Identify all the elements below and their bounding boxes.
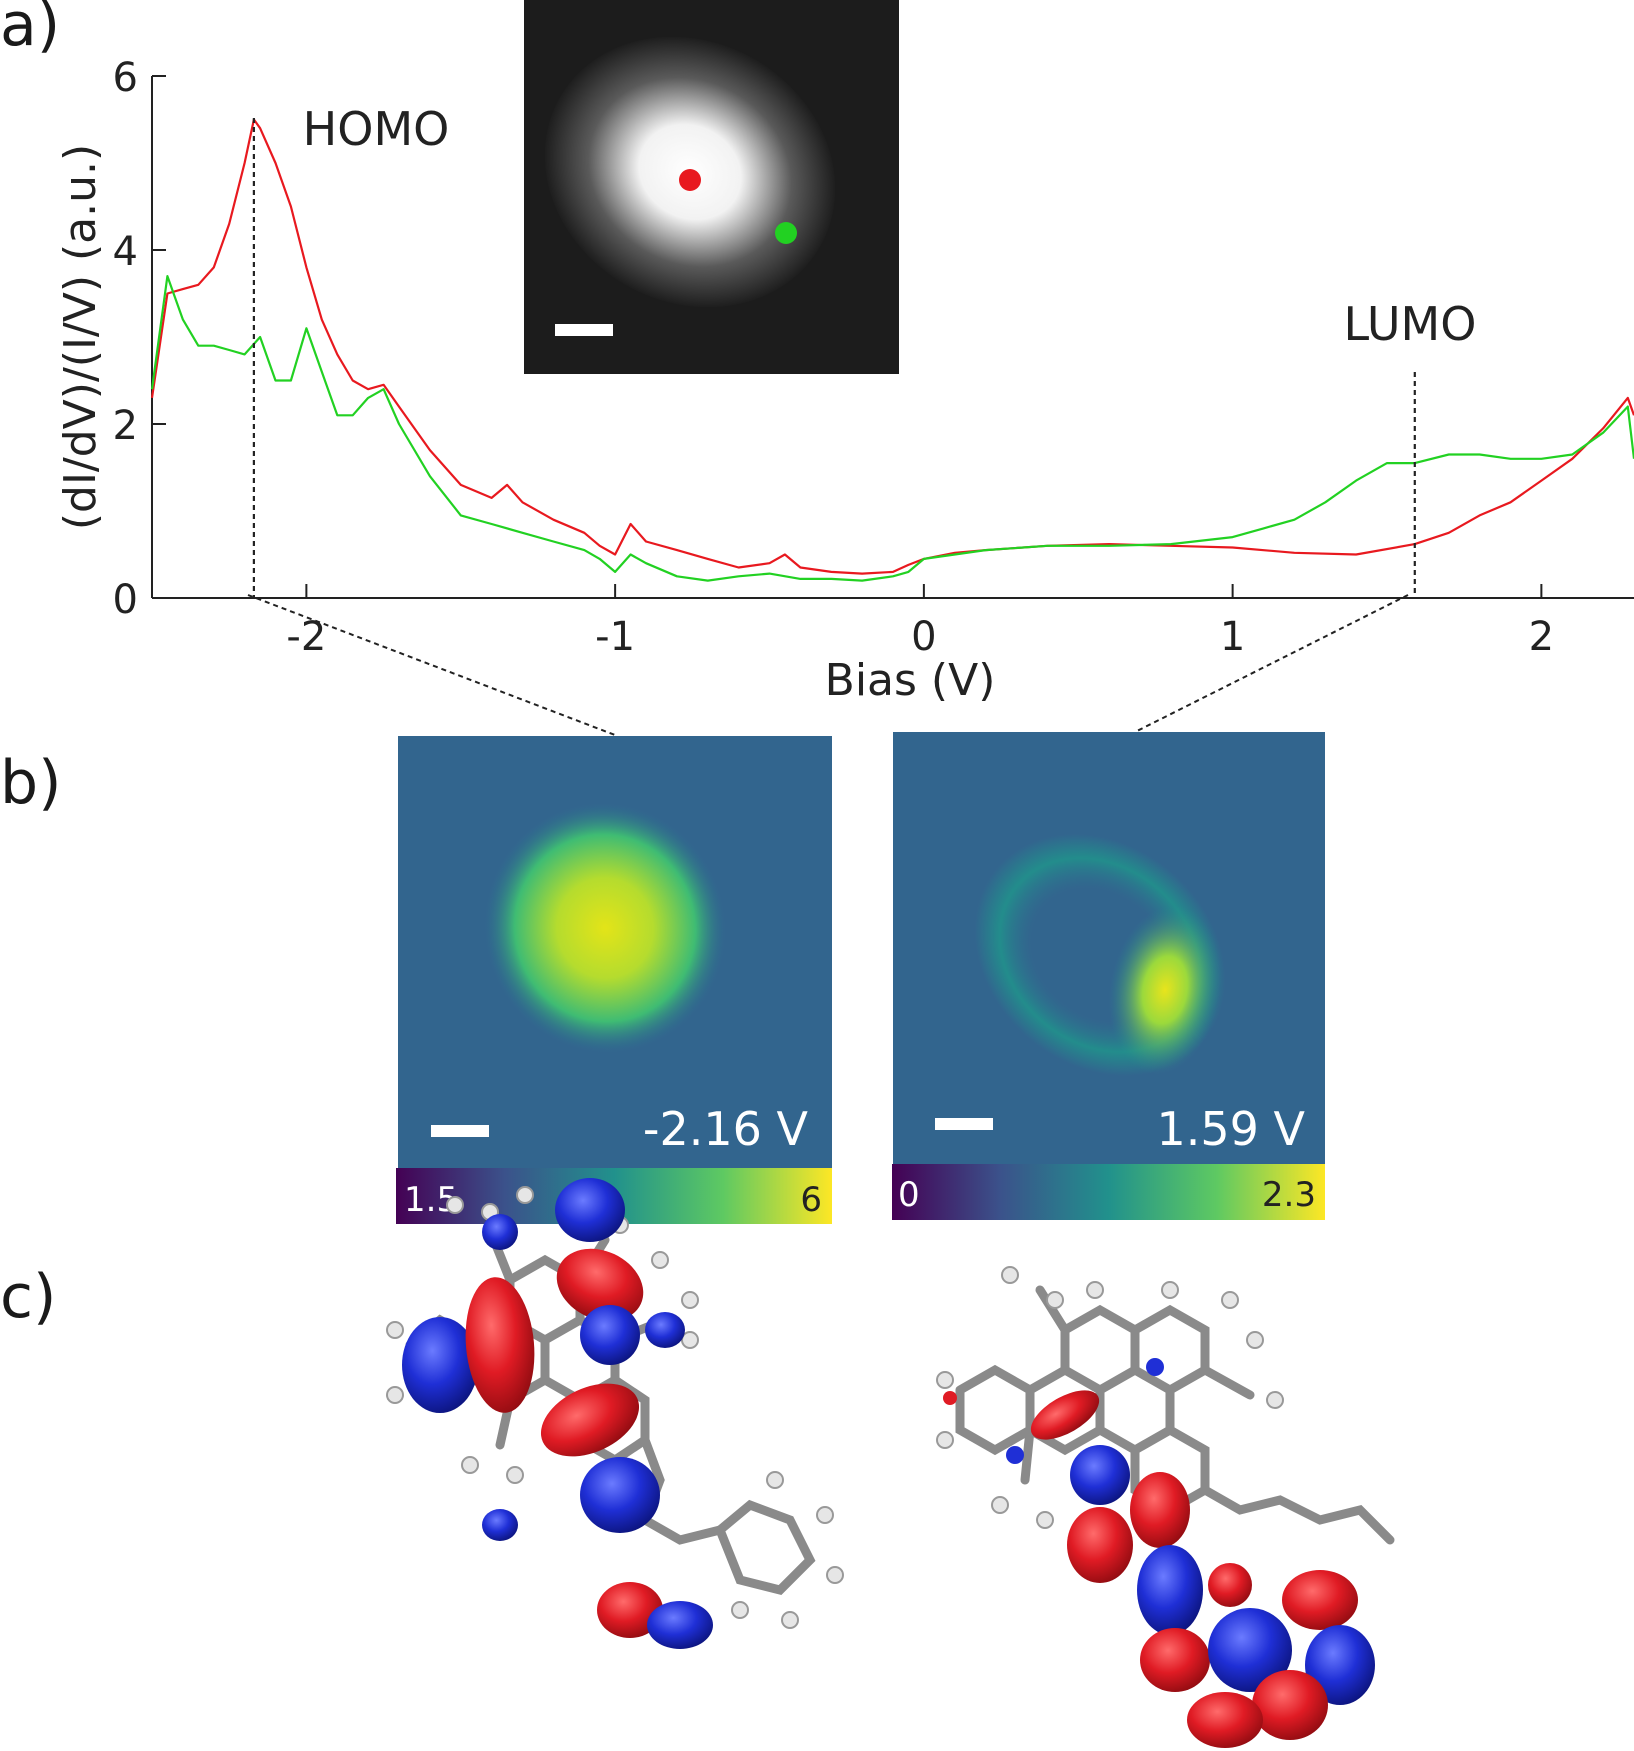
x-axis-label: Bias (V) xyxy=(825,655,996,706)
series-line-0 xyxy=(150,118,1634,575)
lumo-connector xyxy=(1134,594,1409,733)
annotation-label-lumo: LUMO xyxy=(1344,297,1477,351)
y-tick-label: 4 xyxy=(113,229,138,275)
lumo-orbital-render xyxy=(936,1266,1395,1748)
lumo-scale-bar xyxy=(935,1118,993,1130)
y-tick-label: 6 xyxy=(113,55,138,101)
homo-cbar-max: 6 xyxy=(800,1180,822,1220)
y-axis-label: (dI/dV)/(I/V) (a.u.) xyxy=(55,144,106,530)
homo-bias-label: -2.16 V xyxy=(643,1102,809,1156)
x-tick-label: -1 xyxy=(595,614,635,660)
x-tick-label: 1 xyxy=(1220,614,1245,660)
panel-label-a: a) xyxy=(0,0,61,60)
panel-label-b: b) xyxy=(0,748,62,818)
stm-inset xyxy=(524,0,899,374)
y-tick-label: 0 xyxy=(113,577,138,623)
annotation-label-homo: HOMO xyxy=(303,102,450,156)
y-tick-label: 2 xyxy=(113,403,138,449)
x-tick-label: 0 xyxy=(911,614,936,660)
inset-marker-red xyxy=(679,169,701,191)
x-tick-label: -2 xyxy=(286,614,326,660)
inset-marker-green xyxy=(775,222,797,244)
lumo-cbar-max: 2.3 xyxy=(1262,1175,1316,1215)
homo-orbital-render xyxy=(386,1178,844,1649)
x-ticks: -2 -1 0 1 2 xyxy=(286,584,1554,660)
spectra-chart: 0 2 4 6 -2 -1 0 1 2 HOMO LUMO Bias (V) (dI/dV)/(… xyxy=(55,55,1634,706)
inset-scale-bar xyxy=(555,324,613,336)
lumo-bias-label: 1.59 V xyxy=(1156,1102,1305,1156)
homo-connector xyxy=(247,594,616,736)
annotation-layer: HOMO LUMO xyxy=(252,102,1477,598)
x-tick-label: 2 xyxy=(1529,614,1554,660)
lumo-colorbar xyxy=(892,1164,1325,1220)
lumo-cbar-min: 0 xyxy=(898,1175,920,1215)
homo-map: -2.16 V 1.5 6 xyxy=(396,736,832,1224)
y-ticks: 0 2 4 6 xyxy=(113,55,166,623)
series-layer xyxy=(150,118,1634,582)
series-line-1 xyxy=(150,275,1634,582)
panel-label-c: c) xyxy=(0,1262,57,1332)
homo-scale-bar xyxy=(431,1125,489,1137)
lumo-map: 1.59 V 0 2.3 xyxy=(892,732,1325,1220)
